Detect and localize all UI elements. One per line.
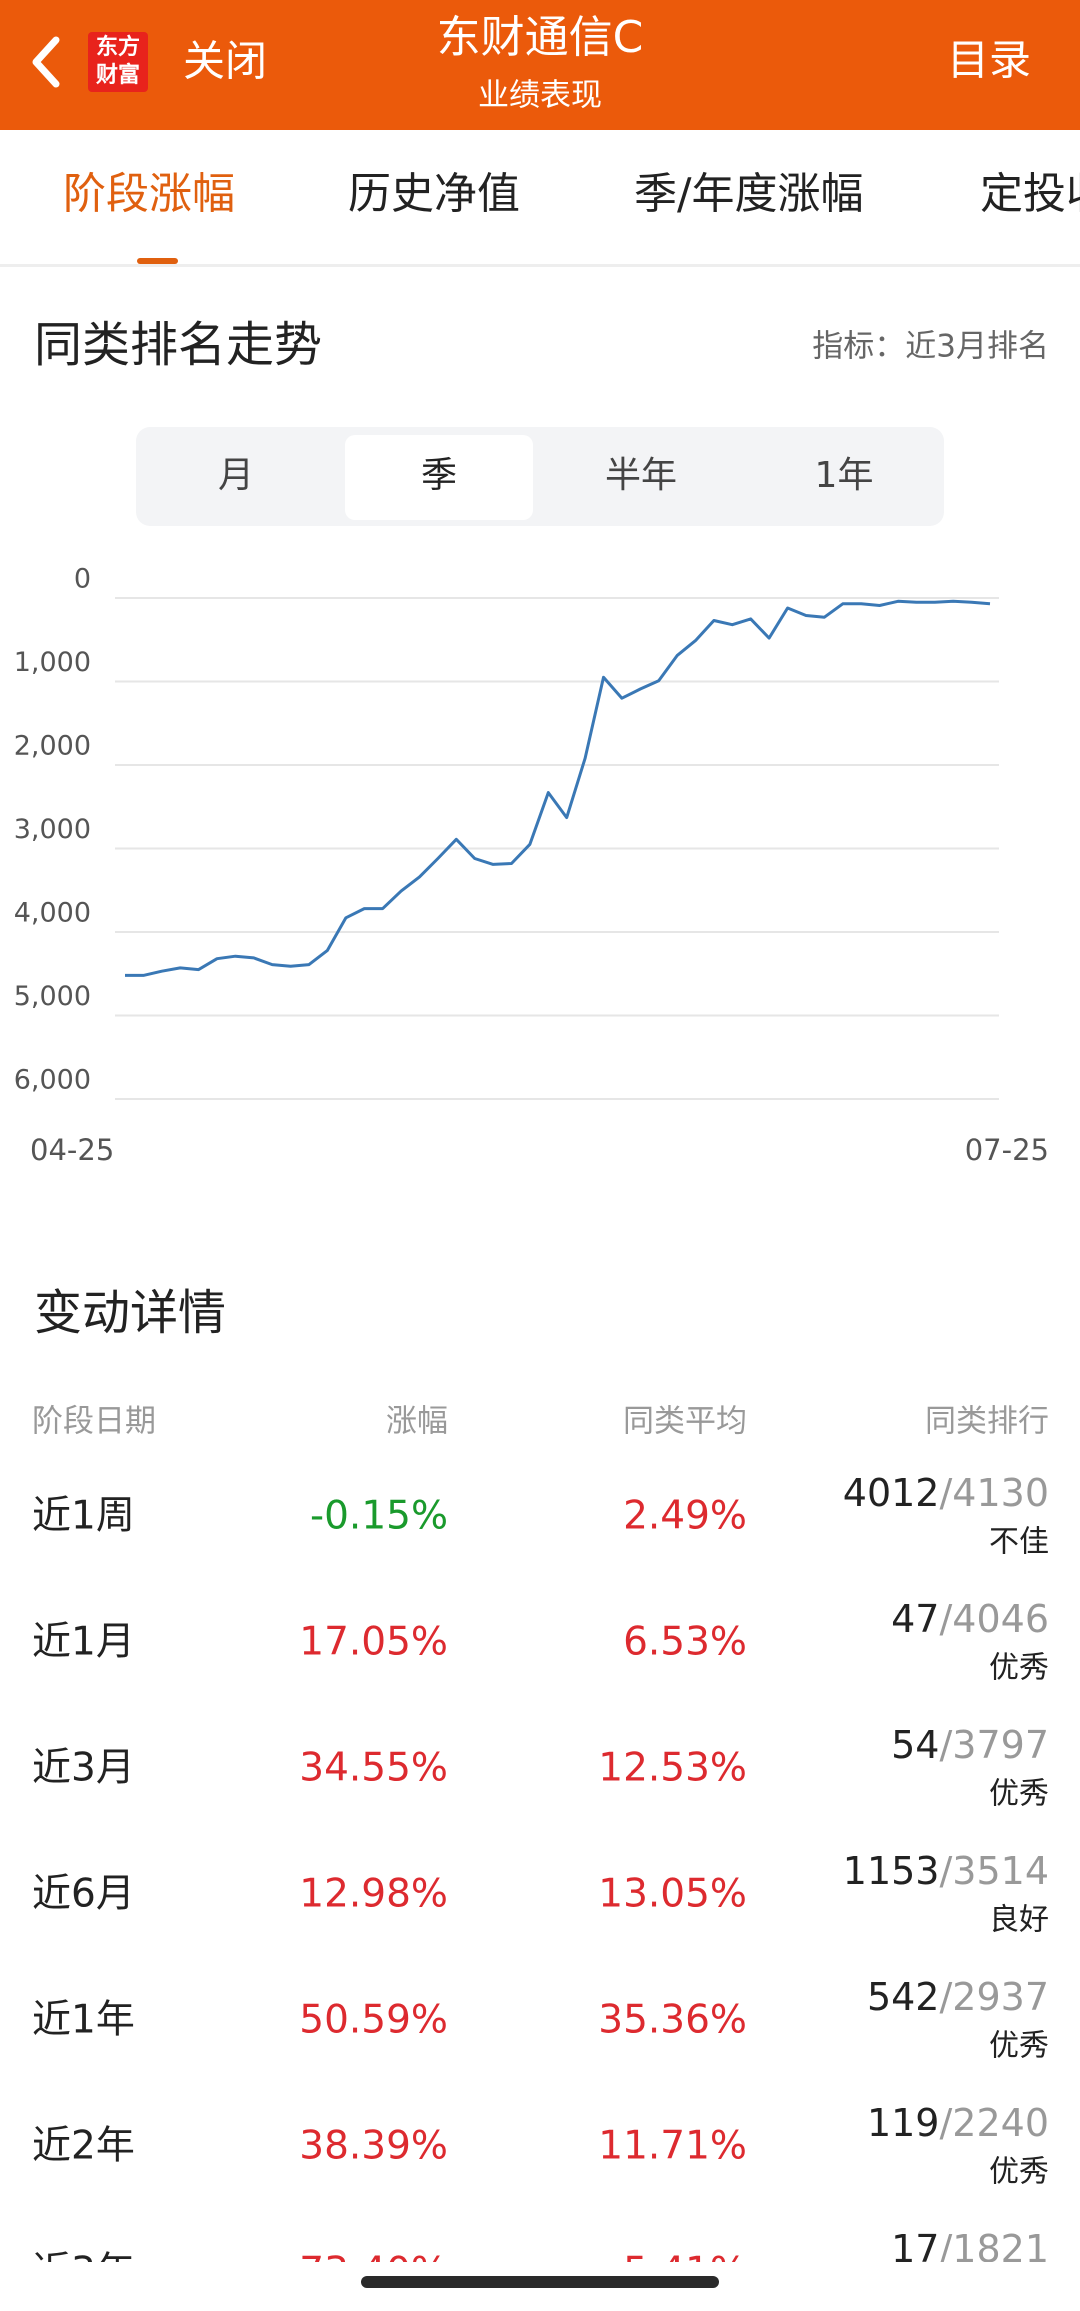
column-header: 涨幅: [386, 1404, 448, 1440]
row-change: 50.59%: [299, 1998, 448, 2043]
rank-value: 54: [891, 1723, 939, 1767]
logo-text: 财富: [96, 62, 140, 88]
rank-value: 17: [891, 2227, 939, 2271]
row-period: 近6月: [32, 1872, 135, 1917]
row-rank: 4012/4130: [843, 1471, 1049, 1515]
row-period: 近2年: [32, 2124, 135, 2169]
row-change: 34.55%: [299, 1746, 448, 1791]
row-period: 近1年: [32, 1998, 135, 2043]
rank-value: 542: [867, 1975, 940, 2019]
rank-total: /2240: [939, 2101, 1049, 2145]
row-period: 近1周: [32, 1494, 135, 1539]
column-header: 阶段日期: [32, 1404, 156, 1440]
row-rank: 119/2240: [867, 2101, 1049, 2145]
row-period: 近3年: [32, 2250, 135, 2295]
row-rating: 优秀: [989, 1651, 1049, 1686]
rank-line: [125, 599, 991, 977]
row-change: 12.98%: [299, 1872, 448, 1917]
period-button[interactable]: 1年: [815, 455, 874, 496]
row-average: 35.36%: [598, 1998, 747, 2043]
tab-indicator: [137, 258, 178, 264]
section-title: 变动详情: [34, 1285, 226, 1341]
y-tick-label: 0: [74, 564, 91, 595]
divider: [0, 264, 1080, 267]
row-average: 2.49%: [623, 1494, 747, 1539]
rank-value: 1153: [843, 1849, 940, 1893]
home-indicator: [361, 2276, 719, 2288]
row-rank: 54/3797: [891, 1723, 1049, 1767]
tab[interactable]: 季/年度涨幅: [634, 170, 864, 220]
period-button[interactable]: 季: [421, 455, 457, 496]
row-average: 12.53%: [598, 1746, 747, 1791]
logo: [88, 32, 148, 92]
rank-total: /3514: [939, 1849, 1049, 1893]
y-tick-label: 5,000: [14, 981, 91, 1012]
header-bar: [0, 0, 1080, 130]
back-button[interactable]: [32, 36, 60, 88]
rank-total: /4130: [939, 1471, 1049, 1515]
row-rating: 良好: [989, 1903, 1049, 1938]
rank-total: /3797: [939, 1723, 1049, 1767]
row-rank: 542/2937: [867, 1975, 1049, 2019]
y-tick-label: 1,000: [14, 647, 91, 678]
rank-value: 4012: [843, 1471, 940, 1515]
rank-chart: 0 1,000 2,000 3,000 4,000 5,000 6,000 04-25 07-2…: [14, 564, 1049, 1168]
column-header: 同类排行: [925, 1404, 1049, 1440]
row-change: 73.40%: [299, 2250, 448, 2295]
section-title: 同类排名走势: [34, 317, 322, 373]
row-average: 11.71%: [598, 2124, 747, 2169]
row-rating: 优秀: [989, 2281, 1049, 2311]
tab[interactable]: 定投收益: [980, 170, 1080, 220]
period-control: [136, 427, 944, 526]
period-selected: [345, 435, 533, 520]
row-rating: 优秀: [989, 2029, 1049, 2064]
row-rank: 1153/3514: [843, 1849, 1049, 1893]
row-average: 5.41%: [623, 2250, 747, 2295]
rank-total: /4046: [939, 1597, 1049, 1641]
menu-button[interactable]: 目录: [947, 36, 1031, 85]
row-rank: 47/4046: [891, 1597, 1049, 1641]
x-tick-label: 04-25: [30, 1133, 114, 1167]
rank-value: 47: [891, 1597, 939, 1641]
y-tick-label: 6,000: [14, 1065, 91, 1096]
header-title: 东财通信C: [437, 12, 644, 63]
row-rating: 不佳: [989, 1525, 1049, 1560]
row-change: -0.15%: [310, 1494, 448, 1539]
header-subtitle: 业绩表现: [478, 78, 602, 114]
tab[interactable]: 历史净值: [348, 170, 520, 220]
row-period: 近1月: [32, 1620, 135, 1665]
row-change: 38.39%: [299, 2124, 448, 2169]
y-tick-label: 4,000: [14, 898, 91, 929]
row-rank: 17/1821: [891, 2227, 1049, 2271]
y-tick-label: 2,000: [14, 731, 91, 762]
rank-total: /2937: [939, 1975, 1049, 2019]
period-button[interactable]: 月: [218, 455, 254, 496]
row-average: 13.05%: [598, 1872, 747, 1917]
period-button[interactable]: 半年: [605, 455, 677, 496]
rank-total: /1821: [939, 2227, 1049, 2271]
rank-value: 119: [867, 2101, 940, 2145]
row-change: 17.05%: [299, 1620, 448, 1665]
close-button[interactable]: 关闭: [183, 37, 267, 86]
x-tick-label: 07-25: [965, 1133, 1049, 1167]
tab-active[interactable]: 阶段涨幅: [63, 170, 235, 220]
column-header: 同类平均: [623, 1404, 747, 1440]
y-tick-label: 3,000: [14, 814, 91, 845]
row-average: 6.53%: [623, 1620, 747, 1665]
indicator-label: 指标：近3月排名: [812, 329, 1049, 365]
row-rating: 优秀: [989, 2155, 1049, 2190]
row-rating: 优秀: [989, 1777, 1049, 1812]
row-period: 近3月: [32, 1746, 135, 1791]
logo-text: 东方: [96, 34, 140, 60]
